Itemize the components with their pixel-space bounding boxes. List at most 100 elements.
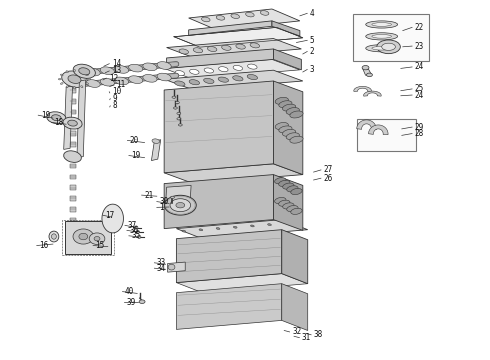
Ellipse shape [274,197,286,204]
Text: 24: 24 [415,63,424,72]
Ellipse shape [51,234,56,239]
Ellipse shape [73,64,96,78]
Ellipse shape [171,196,174,198]
Ellipse shape [231,14,240,18]
Ellipse shape [100,78,115,86]
Text: 16: 16 [39,241,49,250]
Text: 25: 25 [415,85,424,94]
Polygon shape [164,81,273,173]
Text: 3: 3 [310,65,314,74]
Text: 34: 34 [157,264,166,273]
Ellipse shape [268,224,271,226]
Text: 11: 11 [117,81,126,90]
Ellipse shape [366,33,397,40]
Ellipse shape [236,44,245,49]
Text: 2: 2 [310,47,314,56]
Polygon shape [364,91,381,96]
Ellipse shape [172,96,176,98]
Ellipse shape [372,35,392,38]
Polygon shape [70,99,76,104]
Ellipse shape [86,80,100,87]
Ellipse shape [157,62,172,69]
Ellipse shape [88,78,91,80]
Polygon shape [357,120,376,130]
Text: 28: 28 [415,129,424,138]
Ellipse shape [143,63,157,71]
Ellipse shape [174,81,185,86]
Ellipse shape [176,202,185,208]
Text: 10: 10 [112,87,121,96]
Polygon shape [167,49,273,68]
Polygon shape [167,39,301,58]
Ellipse shape [68,75,81,84]
Ellipse shape [175,102,179,104]
Ellipse shape [377,40,400,54]
Ellipse shape [86,83,89,84]
Ellipse shape [81,71,83,73]
Text: 18: 18 [54,118,63,127]
Ellipse shape [219,67,228,72]
Ellipse shape [60,74,63,76]
Ellipse shape [282,129,296,136]
Ellipse shape [260,11,269,15]
Ellipse shape [274,177,286,184]
Ellipse shape [279,101,292,108]
Polygon shape [70,175,76,179]
Text: 23: 23 [415,42,424,51]
Ellipse shape [250,43,260,48]
Ellipse shape [143,75,157,82]
Ellipse shape [168,264,175,270]
Polygon shape [164,70,303,90]
Ellipse shape [291,208,302,215]
Ellipse shape [74,87,75,89]
Text: 17: 17 [105,211,115,220]
Ellipse shape [367,73,372,77]
Polygon shape [151,140,161,161]
Text: 40: 40 [125,287,134,296]
Ellipse shape [175,71,185,76]
Polygon shape [164,175,273,229]
Text: 31: 31 [302,333,311,342]
Ellipse shape [86,74,89,76]
Text: 38: 38 [314,330,323,339]
Ellipse shape [382,43,395,50]
Polygon shape [70,185,76,190]
Polygon shape [176,284,282,329]
Polygon shape [176,220,308,239]
Text: 36: 36 [129,226,139,235]
Ellipse shape [362,66,369,70]
Ellipse shape [287,206,298,212]
Polygon shape [176,230,282,283]
Ellipse shape [193,48,203,53]
Ellipse shape [89,233,105,244]
Ellipse shape [275,97,289,104]
Polygon shape [77,80,86,158]
Ellipse shape [178,124,182,126]
Ellipse shape [287,186,298,192]
Ellipse shape [136,230,140,234]
Polygon shape [70,121,76,125]
Ellipse shape [216,228,220,230]
Polygon shape [168,262,185,272]
Ellipse shape [173,107,177,109]
Text: 35: 35 [131,231,141,240]
Ellipse shape [275,122,289,130]
Ellipse shape [372,23,392,26]
Ellipse shape [64,151,81,162]
Polygon shape [368,125,388,135]
Polygon shape [282,284,308,330]
Ellipse shape [245,12,254,17]
Text: 37: 37 [127,221,137,230]
Text: 9: 9 [113,94,117,103]
Polygon shape [65,221,111,254]
Ellipse shape [68,120,77,126]
Polygon shape [70,142,76,147]
Polygon shape [70,196,76,201]
Polygon shape [354,86,371,91]
Ellipse shape [128,76,143,84]
Ellipse shape [66,71,68,73]
Ellipse shape [201,17,210,22]
Ellipse shape [291,188,302,195]
Polygon shape [363,68,371,75]
Ellipse shape [100,67,115,75]
